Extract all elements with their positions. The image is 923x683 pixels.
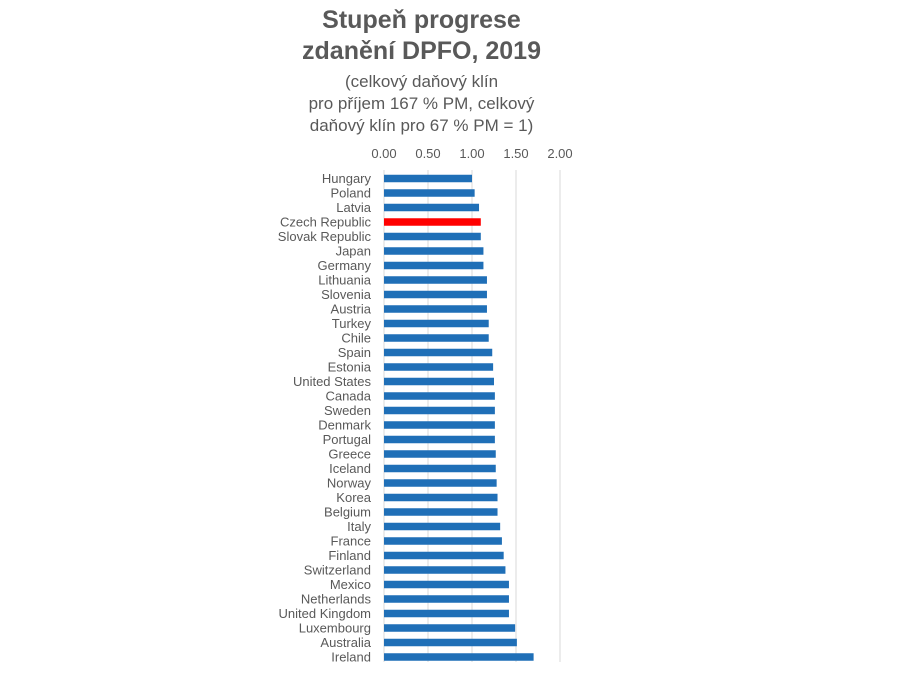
bar [384, 522, 501, 531]
category-label: Slovenia [321, 287, 372, 302]
bar [384, 566, 506, 574]
category-label: United Kingdom [279, 606, 372, 621]
x-tick-label: 0.50 [415, 146, 440, 161]
bar [384, 232, 481, 241]
bar [384, 247, 484, 255]
category-label: Korea [336, 490, 371, 505]
bar [384, 276, 487, 284]
bar [384, 638, 517, 647]
category-label: Slovak Republic [278, 229, 372, 244]
bar [384, 363, 494, 371]
category-label: Greece [328, 447, 371, 462]
chart-title-line-1: Stupeň progrese [322, 6, 521, 34]
category-label: Canada [325, 389, 371, 404]
category-label: United States [293, 374, 372, 389]
category-label: Ireland [331, 650, 371, 665]
bar [384, 290, 487, 299]
bar [384, 348, 493, 357]
category-label: Chile [341, 331, 371, 346]
bar [384, 493, 498, 502]
category-label: Mexico [330, 577, 371, 592]
category-label: Luxembourg [299, 621, 371, 636]
category-label: Germany [318, 258, 372, 273]
category-label: Austria [331, 302, 372, 317]
chart-subtitle-line-3: daňový klín pro 67 % PM = 1) [309, 116, 534, 135]
bar [384, 464, 496, 473]
category-label: Belgium [324, 505, 371, 520]
category-label: Japan [336, 244, 371, 259]
category-label: Latvia [336, 200, 371, 215]
x-tick-label: 1.50 [503, 146, 528, 161]
bar [384, 479, 497, 487]
bar [384, 174, 472, 183]
bar [384, 624, 516, 632]
x-tick-label: 0.00 [371, 146, 396, 161]
category-label: France [331, 534, 371, 549]
bar [384, 377, 494, 386]
category-label: Switzerland [304, 563, 371, 578]
category-label: Czech Republic [280, 215, 372, 230]
bar [384, 203, 480, 212]
category-label: Denmark [318, 418, 371, 433]
bar [384, 653, 534, 661]
bar [384, 189, 475, 197]
bar [384, 508, 498, 516]
category-label: Netherlands [301, 592, 372, 607]
chart-title-block: Stupeň progrese zdanění DPFO, 2019 (celk… [0, 0, 843, 137]
category-label: Australia [320, 635, 371, 650]
bar [384, 421, 495, 429]
bar [384, 406, 495, 415]
category-label: Iceland [329, 461, 371, 476]
category-label: Finland [328, 548, 371, 563]
bar [384, 334, 489, 342]
bar [384, 595, 509, 603]
bar [384, 450, 496, 458]
bar [384, 261, 484, 270]
x-tick-label: 2.00 [547, 146, 572, 161]
category-label: Estonia [328, 360, 372, 375]
chart-subtitle-line-1: (celkový daňový klín [344, 72, 499, 91]
bar [384, 319, 489, 328]
bar [384, 580, 509, 589]
category-label: Turkey [332, 316, 372, 331]
category-label: Portugal [323, 432, 372, 447]
category-label: Norway [327, 476, 372, 491]
bar [384, 305, 487, 313]
chart-title-line-2: zdanění DPFO, 2019 [302, 37, 541, 65]
bar [384, 392, 495, 400]
bar [384, 537, 502, 545]
bar [384, 218, 481, 226]
category-label: Sweden [324, 403, 371, 418]
category-label: Spain [338, 345, 371, 360]
category-label: Poland [331, 186, 371, 201]
bar [384, 435, 495, 444]
category-label: Italy [347, 519, 371, 534]
bar [384, 551, 504, 560]
x-tick-label: 1.00 [459, 146, 484, 161]
category-label: Lithuania [318, 273, 372, 288]
category-label: Hungary [322, 171, 372, 186]
bar [384, 609, 509, 618]
chart-subtitle-line-2: pro příjem 167 % PM, celkový [308, 94, 535, 113]
